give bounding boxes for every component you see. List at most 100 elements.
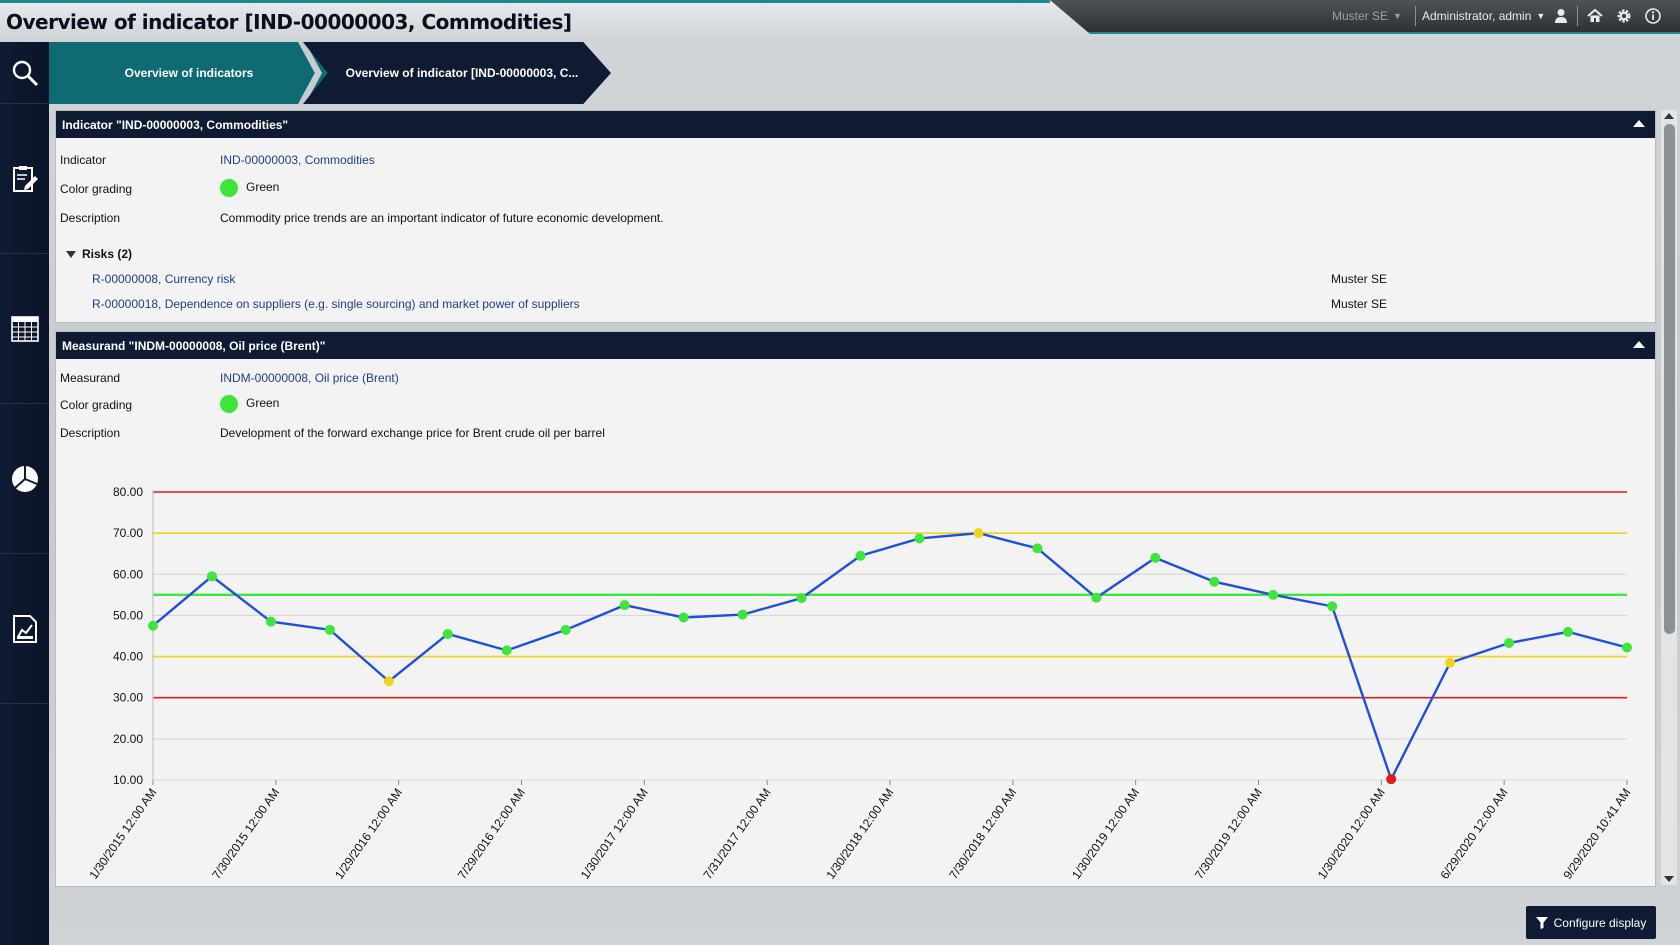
x-tick-label: 7/30/2018 12:00 AM <box>946 786 1019 882</box>
indicator-panel: Indicator "IND-00000003, Commodities" In… <box>55 110 1656 323</box>
data-point <box>324 624 335 635</box>
data-point <box>1032 543 1043 554</box>
data-point <box>1209 576 1220 587</box>
user-icon[interactable] <box>1552 7 1570 25</box>
data-point <box>1150 552 1161 563</box>
home-icon[interactable] <box>1586 7 1604 25</box>
x-tick-label: 1/30/2018 12:00 AM <box>823 786 896 882</box>
measurand-panel-header[interactable]: Measurand "INDM-00000008, Oil price (Bre… <box>56 332 1655 359</box>
company-selector-label: Muster SE <box>1332 9 1389 23</box>
breadcrumb-label: Overview of indicators <box>124 66 254 80</box>
chevron-down-icon: ▼ <box>1536 11 1546 21</box>
risks-header: Risks (2) <box>82 247 133 261</box>
data-point <box>206 571 217 582</box>
y-tick-label: 70.00 <box>113 526 143 540</box>
risk-link[interactable]: R-00000018, Dependence on suppliers (e.g… <box>92 297 580 311</box>
top-bar: Overview of indicator [IND-00000003, Com… <box>0 0 1680 42</box>
configure-display-label: Configure display <box>1553 915 1647 930</box>
x-tick-label: 7/30/2015 12:00 AM <box>209 786 282 882</box>
page-title: Overview of indicator [IND-00000003, Com… <box>6 10 572 34</box>
data-point <box>442 628 453 639</box>
nav-search[interactable] <box>0 42 49 104</box>
vertical-scrollbar[interactable] <box>1661 110 1677 885</box>
data-point <box>1386 774 1397 785</box>
data-point <box>1327 601 1338 612</box>
x-tick-label: 7/30/2019 12:00 AM <box>1192 786 1265 882</box>
x-tick-label: 7/31/2017 12:00 AM <box>701 786 774 882</box>
y-tick-label: 50.00 <box>113 608 143 622</box>
y-tick-label: 80.00 <box>113 485 143 499</box>
left-navigation <box>0 42 49 945</box>
green-status-dot <box>220 395 238 413</box>
color-grading-label: Color grading <box>60 182 133 196</box>
top-right-toolbar: Muster SE ▼ Administrator, admin ▼ <box>1050 0 1680 34</box>
scrollbar-thumb[interactable] <box>1664 124 1675 634</box>
oil-price-line-chart: 80.00 70.00 60.00 50.00 40.00 30.00 20.00 10.00… <box>86 485 1633 882</box>
risk-company: Muster SE <box>1331 272 1388 286</box>
indicator-panel-header[interactable]: Indicator "IND-00000003, Commodities" <box>56 111 1655 138</box>
company-selector[interactable]: Muster SE ▼ <box>1332 9 1402 23</box>
data-point <box>148 620 158 631</box>
measurand-label: Measurand <box>60 371 121 385</box>
green-status-dot <box>220 179 238 197</box>
measurand-panel-title: Measurand "INDM-00000008, Oil price (Bre… <box>62 338 326 353</box>
data-point <box>796 593 807 604</box>
y-tick-label: 40.00 <box>113 650 143 664</box>
measurand-link[interactable]: INDM-00000008, Oil price (Brent) <box>220 371 399 385</box>
risks-toggle[interactable]: Risks (2) <box>66 247 132 261</box>
x-tick-label: 9/29/2020 10:41 AM <box>1560 786 1633 882</box>
info-icon[interactable] <box>1644 7 1662 25</box>
color-grading-value: Green <box>220 395 279 413</box>
collapse-icon[interactable] <box>1633 341 1645 348</box>
description-label: Description <box>60 426 121 440</box>
indicator-label: Indicator <box>60 153 107 167</box>
user-menu-label: Administrator, admin <box>1422 9 1532 23</box>
y-tick-label: 20.00 <box>113 732 143 746</box>
nav-calendar[interactable] <box>0 254 49 404</box>
series-line <box>152 531 1628 783</box>
gear-icon[interactable] <box>1615 7 1633 25</box>
collapse-icon[interactable] <box>1633 120 1645 127</box>
x-tick-label: 1/30/2015 12:00 AM <box>86 786 159 882</box>
nav-analysis[interactable] <box>0 404 49 554</box>
scroll-up-icon[interactable] <box>1664 113 1674 119</box>
description-label: Description <box>60 211 121 225</box>
data-point <box>973 528 984 539</box>
indicator-link[interactable]: IND-00000003, Commodities <box>220 153 375 167</box>
data-point <box>501 645 512 656</box>
x-tick-label: 1/30/2017 12:00 AM <box>578 786 651 882</box>
toolbar-divider <box>1415 6 1416 26</box>
breadcrumb-current-indicator[interactable]: Overview of indicator [IND-00000003, C..… <box>303 42 611 104</box>
data-point <box>560 624 571 635</box>
data-point <box>383 676 394 687</box>
data-point <box>619 600 630 611</box>
data-point <box>678 612 689 623</box>
description-value: Development of the forward exchange pric… <box>220 426 605 440</box>
x-tick-label: 6/29/2020 12:00 AM <box>1438 786 1511 882</box>
nav-reports[interactable] <box>0 554 49 704</box>
x-tick-label: 1/30/2020 12:00 AM <box>1315 786 1388 882</box>
configure-display-button[interactable]: Configure display <box>1526 906 1656 939</box>
data-point <box>914 533 925 544</box>
data-point <box>1445 657 1456 668</box>
data-point <box>1504 637 1515 648</box>
top-accent-line <box>0 0 1050 3</box>
nav-tasks[interactable] <box>0 104 49 254</box>
scroll-down-icon[interactable] <box>1664 876 1674 882</box>
expand-triangle-icon <box>66 251 76 259</box>
y-tick-label: 30.00 <box>113 691 143 705</box>
breadcrumb-overview-of-indicators[interactable]: Overview of indicators <box>49 42 329 104</box>
risk-link[interactable]: R-00000008, Currency risk <box>92 272 236 286</box>
data-point <box>1268 589 1279 600</box>
user-menu[interactable]: Administrator, admin ▼ <box>1422 9 1545 23</box>
y-tick-label: 60.00 <box>113 567 143 581</box>
calendar-grid-icon <box>10 315 39 342</box>
measurand-panel: Measurand "INDM-00000008, Oil price (Bre… <box>55 331 1656 887</box>
y-tick-label: 10.00 <box>113 773 143 787</box>
toolbar-divider <box>1577 6 1578 26</box>
breadcrumb-label: Overview of indicator [IND-00000003, C..… <box>345 66 579 80</box>
pie-chart-icon <box>11 465 38 492</box>
filter-icon <box>1535 916 1548 929</box>
report-chart-icon <box>12 614 37 643</box>
data-point <box>1563 626 1574 637</box>
